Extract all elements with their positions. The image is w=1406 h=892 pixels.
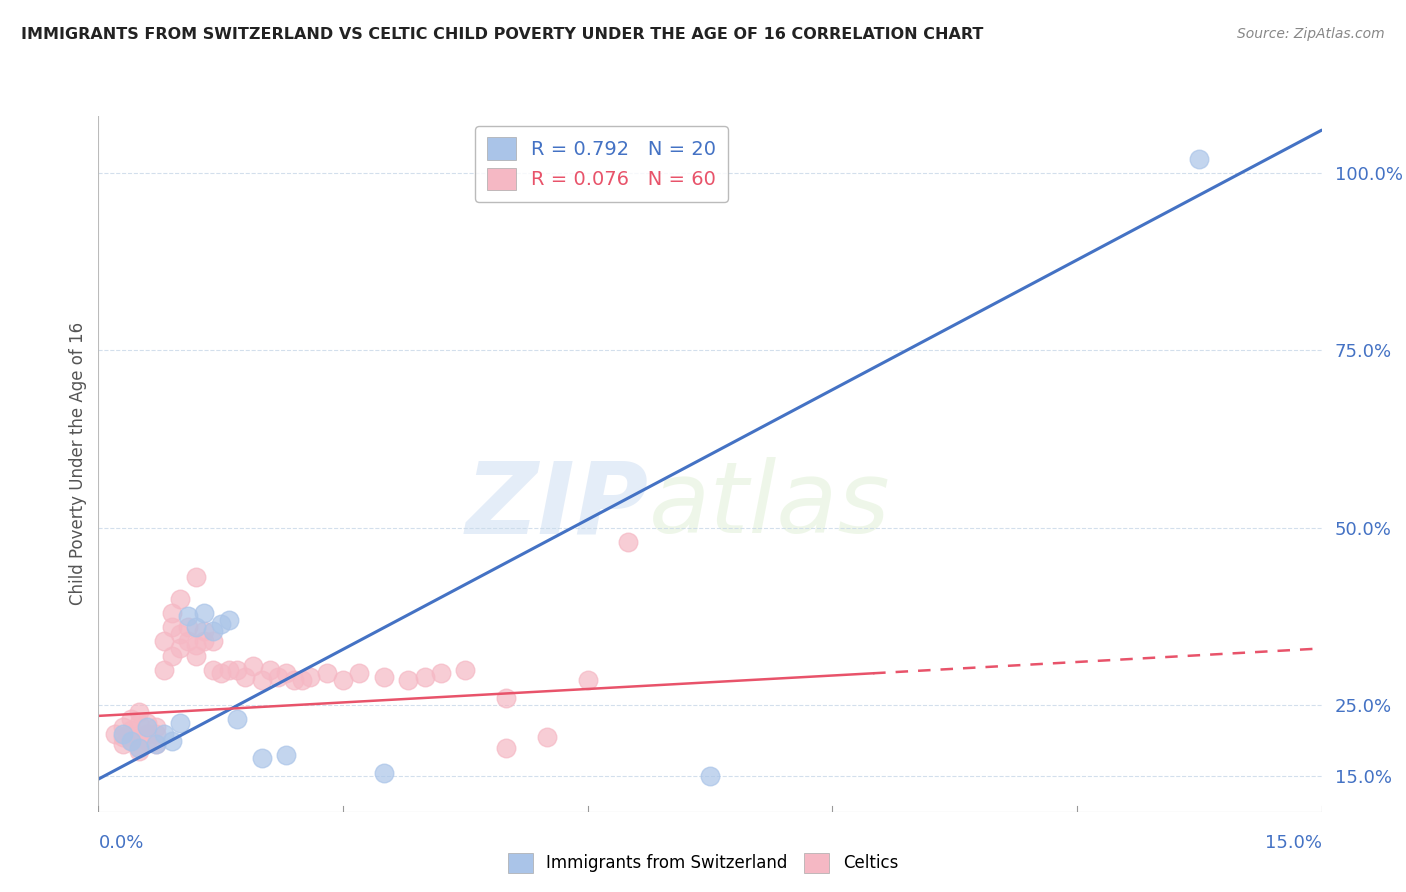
Point [495, 691, 517, 706]
Point [1188, 152, 1211, 166]
Point [373, 765, 395, 780]
Point [145, 726, 167, 740]
Point [193, 606, 215, 620]
Point [413, 670, 436, 684]
Point [120, 733, 142, 747]
Point [209, 616, 232, 631]
Point [396, 673, 419, 688]
Text: 0.0%: 0.0% [98, 834, 143, 852]
Point [145, 719, 167, 733]
Point [177, 609, 200, 624]
Point [218, 663, 240, 677]
Legend: R = 0.792   N = 20, R = 0.076   N = 60: R = 0.792 N = 20, R = 0.076 N = 60 [475, 126, 728, 202]
Point [104, 726, 127, 740]
Point [332, 673, 354, 688]
Point [454, 663, 477, 677]
Point [128, 744, 150, 758]
Point [169, 716, 191, 731]
Point [193, 634, 215, 648]
Point [699, 769, 721, 783]
Point [250, 673, 273, 688]
Point [128, 706, 150, 720]
Point [373, 670, 395, 684]
Point [152, 663, 174, 677]
Point [177, 620, 200, 634]
Point [169, 627, 191, 641]
Point [201, 663, 224, 677]
Point [201, 624, 224, 638]
Point [193, 624, 215, 638]
Point [186, 570, 208, 584]
Text: IMMIGRANTS FROM SWITZERLAND VS CELTIC CHILD POVERTY UNDER THE AGE OF 16 CORRELAT: IMMIGRANTS FROM SWITZERLAND VS CELTIC CH… [21, 27, 983, 42]
Point [128, 716, 150, 731]
Point [160, 733, 183, 747]
Point [152, 634, 174, 648]
Point [160, 620, 183, 634]
Point [128, 740, 150, 755]
Point [617, 535, 640, 549]
Point [136, 719, 159, 733]
Point [160, 606, 183, 620]
Point [111, 719, 134, 733]
Point [186, 620, 208, 634]
Text: 15.0%: 15.0% [1264, 834, 1322, 852]
Point [136, 726, 159, 740]
Point [128, 740, 150, 755]
Point [233, 670, 256, 684]
Point [169, 641, 191, 656]
Point [177, 634, 200, 648]
Point [430, 666, 453, 681]
Point [111, 737, 134, 751]
Point [145, 737, 167, 751]
Point [226, 663, 249, 677]
Text: ZIP: ZIP [465, 457, 650, 554]
Point [128, 730, 150, 744]
Point [315, 666, 337, 681]
Point [242, 659, 264, 673]
Point [111, 730, 134, 744]
Point [186, 648, 208, 663]
Point [536, 730, 558, 744]
Point [283, 673, 305, 688]
Point [169, 591, 191, 606]
Point [120, 733, 142, 747]
Point [120, 713, 142, 727]
Point [495, 740, 517, 755]
Point [250, 751, 273, 765]
Text: Source: ZipAtlas.com: Source: ZipAtlas.com [1237, 27, 1385, 41]
Point [160, 648, 183, 663]
Point [349, 666, 371, 681]
Point [136, 716, 159, 731]
Point [145, 737, 167, 751]
Point [576, 673, 599, 688]
Y-axis label: Child Poverty Under the Age of 16: Child Poverty Under the Age of 16 [69, 322, 87, 606]
Point [111, 726, 134, 740]
Point [152, 726, 174, 740]
Point [274, 666, 297, 681]
Point [201, 634, 224, 648]
Point [226, 713, 249, 727]
Point [218, 613, 240, 627]
Point [267, 670, 290, 684]
Point [186, 638, 208, 652]
Point [274, 747, 297, 762]
Point [120, 723, 142, 737]
Legend: Immigrants from Switzerland, Celtics: Immigrants from Switzerland, Celtics [502, 847, 904, 880]
Point [291, 673, 314, 688]
Point [209, 666, 232, 681]
Point [259, 663, 281, 677]
Text: atlas: atlas [650, 457, 890, 554]
Point [136, 733, 159, 747]
Point [299, 670, 322, 684]
